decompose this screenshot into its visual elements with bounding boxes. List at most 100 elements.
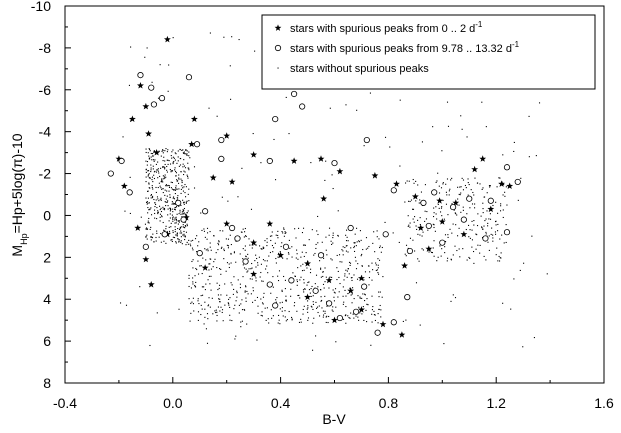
data-point-dot (404, 253, 406, 255)
data-point-dot (488, 235, 490, 237)
data-point-dot (366, 298, 368, 300)
data-point-dot (483, 255, 485, 257)
data-point-dot (150, 171, 152, 173)
data-point-dot (163, 229, 165, 231)
data-point-dot (337, 270, 339, 273)
data-point-dot (157, 186, 159, 189)
data-point-dot (291, 319, 293, 321)
data-point-dot (170, 181, 172, 183)
data-point-dot (404, 201, 406, 203)
data-point-dot (454, 212, 456, 214)
data-point-dot (178, 188, 180, 190)
data-point-star (438, 218, 446, 225)
data-point-star (325, 276, 333, 284)
data-point-dot (271, 235, 273, 237)
data-point-dot (432, 223, 434, 225)
data-point-dot (447, 257, 449, 259)
data-point-dot (172, 220, 174, 222)
data-point-dot (333, 296, 335, 298)
data-point-dot (325, 276, 327, 278)
data-point-dot (155, 199, 157, 201)
data-point-dot (315, 307, 318, 309)
data-point-dot (165, 185, 167, 187)
data-point-dot (178, 240, 180, 242)
data-point-dot (173, 189, 175, 191)
data-point-dot (538, 102, 541, 104)
data-point-dot (284, 316, 286, 318)
data-point-dot (183, 201, 185, 203)
data-point-dot (184, 183, 186, 186)
data-point-dot (348, 273, 350, 275)
data-point-dot (207, 305, 209, 307)
data-point-dot (174, 169, 176, 171)
data-point-dot (147, 190, 149, 192)
data-point-dot (233, 308, 235, 310)
data-point-dot (437, 203, 439, 205)
data-point-dot (175, 222, 177, 224)
data-point-dot (147, 220, 149, 222)
data-point-dot (319, 289, 322, 291)
data-point-dot (178, 177, 180, 179)
data-point-dot (172, 211, 174, 213)
data-point-dot (295, 237, 297, 239)
data-point-dot (366, 303, 368, 305)
data-point-dot (472, 250, 475, 253)
data-point-dot (206, 238, 208, 240)
data-point-dot (170, 209, 172, 211)
data-point-dot (254, 260, 256, 262)
data-point-dot (459, 194, 461, 196)
data-point-dot (302, 308, 304, 311)
data-point-dot (151, 197, 154, 199)
data-point-dot (372, 269, 374, 271)
data-point-dot (172, 230, 174, 232)
data-point-dot (484, 220, 486, 222)
data-point-dot (156, 169, 158, 171)
data-point-dot (228, 266, 230, 269)
data-point-circle (503, 164, 511, 171)
data-point-dot (186, 241, 188, 243)
data-point-dot (457, 198, 459, 200)
data-point-dot (169, 210, 171, 212)
data-point-dot (353, 246, 355, 249)
data-point-dot (201, 286, 203, 288)
data-point-dot (335, 341, 337, 343)
data-point-dot (183, 235, 185, 237)
data-point-dot (250, 293, 252, 295)
data-point-dot (420, 191, 422, 193)
data-point-dot (449, 228, 451, 230)
data-point-circle (482, 235, 489, 242)
data-point-dot (307, 319, 309, 321)
data-point-dot (418, 202, 420, 204)
data-point-dot (281, 289, 283, 291)
data-point-dot (275, 301, 277, 303)
data-point-dot (168, 230, 171, 232)
data-point-dot (363, 293, 366, 295)
data-point-dot (477, 244, 479, 246)
data-point-dot (481, 188, 483, 190)
data-point-dot (157, 211, 159, 214)
data-point-dot (165, 198, 167, 200)
data-point-dot (275, 257, 277, 260)
data-point-dot (247, 257, 249, 259)
data-point-dot (497, 223, 499, 226)
data-point-dot (167, 184, 169, 186)
data-point-dot (224, 283, 226, 285)
data-point-dot (218, 240, 220, 242)
data-point-dot (291, 246, 293, 248)
data-point-dot (412, 208, 415, 210)
data-point-dot (186, 154, 188, 157)
legend-marker-star (274, 24, 282, 31)
data-point-dot (188, 277, 190, 279)
data-point-dot (242, 228, 244, 230)
data-point-dot (254, 50, 256, 52)
data-point-dot (182, 187, 184, 189)
data-point-dot (183, 152, 185, 154)
data-point-dot (297, 294, 299, 297)
data-point-dot (178, 239, 180, 241)
data-point-dot (205, 259, 207, 261)
data-point-dot (169, 207, 172, 209)
data-point-dot (328, 234, 330, 236)
data-point-dot (165, 228, 167, 230)
data-point-star (393, 180, 400, 187)
data-point-dot (344, 273, 346, 275)
